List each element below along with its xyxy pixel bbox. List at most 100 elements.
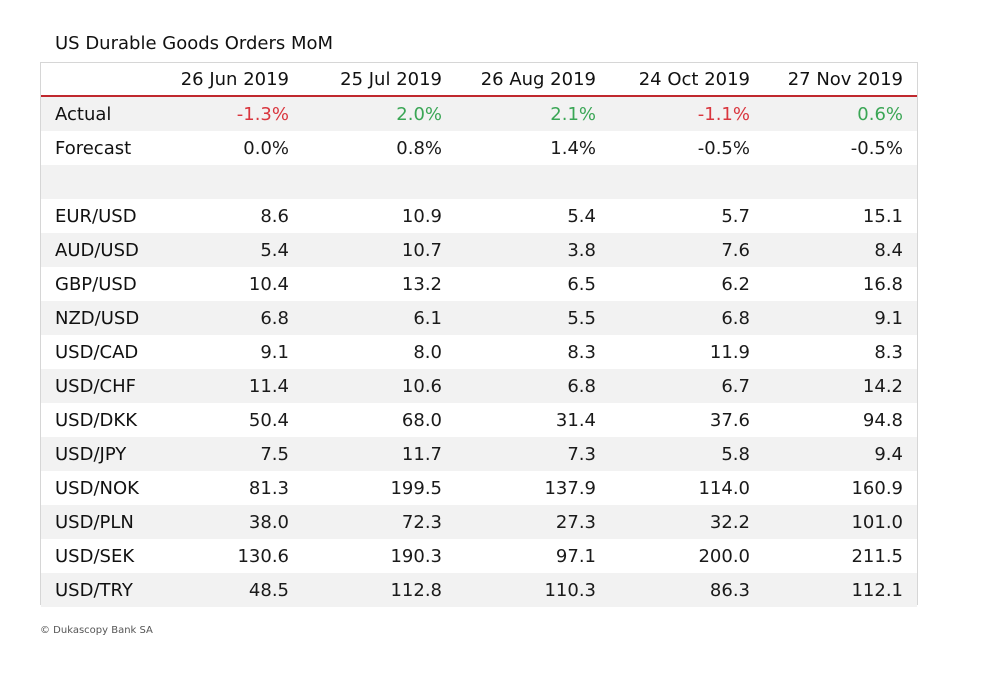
table-cell: 8.4 [753,233,917,267]
column-header: 27 Nov 2019 [753,63,917,97]
row-label: EUR/USD [41,199,156,233]
table-cell: 97.1 [445,539,599,573]
table-cell: -1.1% [599,96,753,131]
table-cell: 15.1 [753,199,917,233]
column-header: 25 Jul 2019 [292,63,445,97]
table-cell: 7.3 [445,437,599,471]
table-cell: 86.3 [599,573,753,607]
table-cell: 0.0% [156,131,292,165]
row-label: AUD/USD [41,233,156,267]
table-cell: 11.7 [292,437,445,471]
table-cell: 114.0 [599,471,753,505]
table-cell: 9.1 [753,301,917,335]
table-cell: 6.8 [599,301,753,335]
table-row: NZD/USD 6.8 6.1 5.5 6.8 9.1 [41,301,917,335]
table-cell: 137.9 [445,471,599,505]
header-row: 26 Jun 2019 25 Jul 2019 26 Aug 2019 24 O… [41,63,917,97]
table-cell: 3.8 [445,233,599,267]
table-cell: 6.1 [292,301,445,335]
table-cell [292,165,445,199]
table-cell: 6.8 [445,369,599,403]
row-label: Forecast [41,131,156,165]
table-cell [156,165,292,199]
table-cell: 8.0 [292,335,445,369]
row-label: USD/TRY [41,573,156,607]
table-cell: 5.5 [445,301,599,335]
spacer-row [41,165,917,199]
table-cell: 211.5 [753,539,917,573]
table-cell: 10.7 [292,233,445,267]
table-cell: 27.3 [445,505,599,539]
table-cell: 101.0 [753,505,917,539]
table-cell: 112.1 [753,573,917,607]
table-cell: 14.2 [753,369,917,403]
table-cell: 9.4 [753,437,917,471]
table-row: USD/NOK 81.3 199.5 137.9 114.0 160.9 [41,471,917,505]
table-row: AUD/USD 5.4 10.7 3.8 7.6 8.4 [41,233,917,267]
table-cell: 6.8 [156,301,292,335]
header-corner [41,63,156,97]
row-label: USD/JPY [41,437,156,471]
row-label: USD/CHF [41,369,156,403]
table-cell: 5.7 [599,199,753,233]
table-cell: 190.3 [292,539,445,573]
table-cell: 110.3 [445,573,599,607]
table-row: Forecast 0.0% 0.8% 1.4% -0.5% -0.5% [41,131,917,165]
table-cell: 72.3 [292,505,445,539]
row-label: USD/PLN [41,505,156,539]
table-row: Actual -1.3% 2.0% 2.1% -1.1% 0.6% [41,96,917,131]
table-cell: 38.0 [156,505,292,539]
row-label: USD/CAD [41,335,156,369]
credit-line: © Dukascopy Bank SA [40,625,153,636]
table-cell: 160.9 [753,471,917,505]
table-cell: 0.8% [292,131,445,165]
table-cell: 16.8 [753,267,917,301]
table-cell: 31.4 [445,403,599,437]
table-cell: 5.4 [156,233,292,267]
table-cell: 200.0 [599,539,753,573]
table-row: USD/CHF 11.4 10.6 6.8 6.7 14.2 [41,369,917,403]
table-cell [753,165,917,199]
table-cell: 11.9 [599,335,753,369]
table-cell: 7.5 [156,437,292,471]
table-cell: -1.3% [156,96,292,131]
table-cell: 6.7 [599,369,753,403]
row-label [41,165,156,199]
chart-title: US Durable Goods Orders MoM [55,33,334,54]
table-cell: 13.2 [292,267,445,301]
table-cell: 68.0 [292,403,445,437]
table-cell: 10.9 [292,199,445,233]
table-cell: -0.5% [753,131,917,165]
table-cell: 1.4% [445,131,599,165]
row-label: NZD/USD [41,301,156,335]
table-row: USD/JPY 7.5 11.7 7.3 5.8 9.4 [41,437,917,471]
table-cell: 130.6 [156,539,292,573]
table-cell: 0.6% [753,96,917,131]
table-cell: -0.5% [599,131,753,165]
table-cell: 2.0% [292,96,445,131]
table-cell: 50.4 [156,403,292,437]
table-cell: 8.3 [753,335,917,369]
column-header: 26 Jun 2019 [156,63,292,97]
table-cell [599,165,753,199]
table-cell: 5.4 [445,199,599,233]
column-header: 26 Aug 2019 [445,63,599,97]
table-cell: 112.8 [292,573,445,607]
table-cell: 11.4 [156,369,292,403]
table-row: USD/PLN 38.0 72.3 27.3 32.2 101.0 [41,505,917,539]
table-cell: 6.5 [445,267,599,301]
table-row: USD/TRY 48.5 112.8 110.3 86.3 112.1 [41,573,917,607]
row-label: GBP/USD [41,267,156,301]
data-table: 26 Jun 2019 25 Jul 2019 26 Aug 2019 24 O… [41,63,917,607]
table-cell: 5.8 [599,437,753,471]
table-cell: 48.5 [156,573,292,607]
column-header: 24 Oct 2019 [599,63,753,97]
table-body: Actual -1.3% 2.0% 2.1% -1.1% 0.6% Forecast 0.0%… [41,96,917,607]
row-label: Actual [41,96,156,131]
table-cell: 10.4 [156,267,292,301]
table-cell: 6.2 [599,267,753,301]
row-label: USD/DKK [41,403,156,437]
table-cell: 8.3 [445,335,599,369]
table-cell: 81.3 [156,471,292,505]
table-cell: 94.8 [753,403,917,437]
